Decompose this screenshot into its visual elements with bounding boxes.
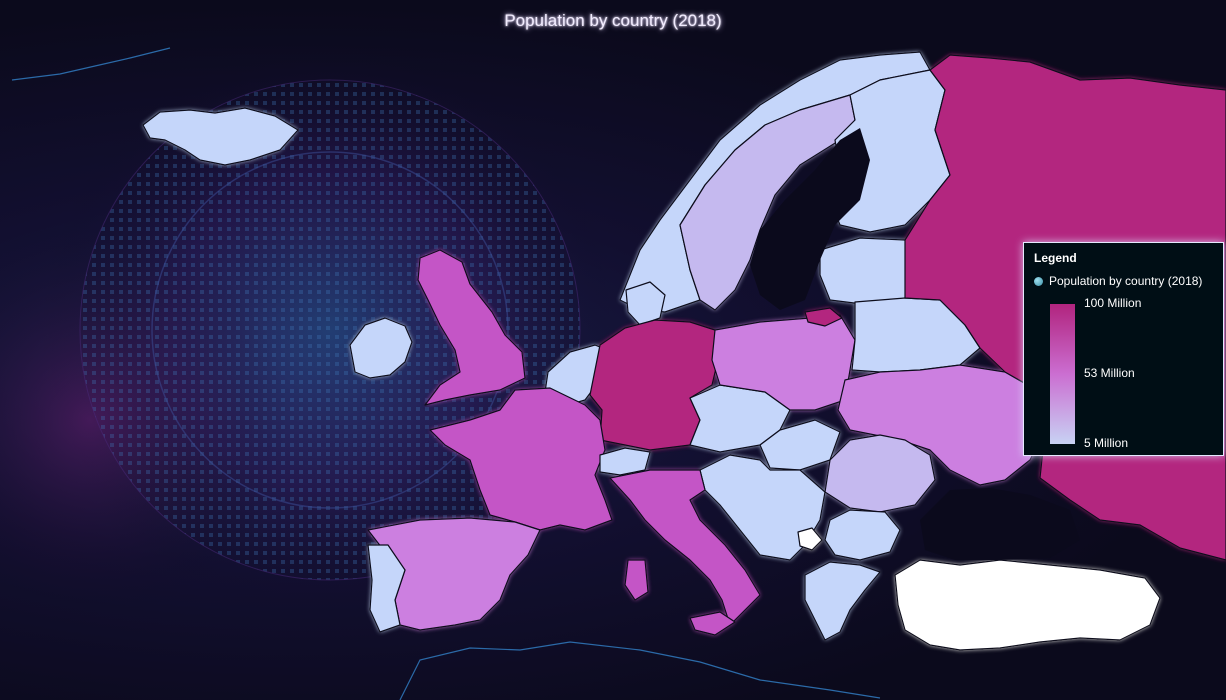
country-iceland[interactable] [142, 107, 299, 166]
country-italy[interactable] [609, 469, 761, 626]
country-ukraine[interactable] [837, 364, 1046, 486]
country-sardinia[interactable] [624, 559, 649, 601]
background-globe [0, 40, 620, 620]
greenland-coast [11, 47, 171, 81]
country-bulgaria[interactable] [824, 509, 901, 561]
country-greece[interactable] [804, 561, 881, 641]
legend-min-label: 5 Million [1084, 436, 1129, 450]
country-romania[interactable] [824, 434, 936, 513]
country-hungary[interactable] [759, 419, 841, 471]
legend-mid-label: 53 Million [1084, 366, 1135, 380]
country-ireland[interactable] [349, 317, 413, 379]
legend-series-item[interactable]: Population by country (2018) [1034, 274, 1202, 288]
legend-color-scale [1050, 304, 1075, 444]
africa-coast [399, 641, 881, 700]
series-dot-icon [1034, 276, 1043, 286]
country-kaliningrad[interactable] [804, 307, 843, 327]
black-sea [920, 488, 1080, 560]
country-france[interactable] [429, 387, 613, 531]
legend-heading: Legend [1034, 251, 1077, 265]
country-sicily[interactable] [689, 611, 736, 636]
country-united-kingdom[interactable] [417, 249, 526, 406]
country-kosovo[interactable] [797, 527, 823, 551]
chart-title: Population by country (2018) [504, 11, 722, 30]
legend-series-label: Population by country (2018) [1049, 274, 1203, 288]
country-denmark[interactable] [625, 281, 666, 326]
country-switzerland[interactable] [599, 447, 651, 476]
country-portugal[interactable] [367, 544, 406, 633]
country-turkey[interactable] [894, 559, 1161, 651]
baltic-sea [750, 128, 870, 310]
country-baltics[interactable] [819, 237, 916, 306]
legend-panel: Legend Population by country (2018) 100 … [1023, 242, 1224, 456]
legend-max-label: 100 Million [1084, 296, 1142, 310]
